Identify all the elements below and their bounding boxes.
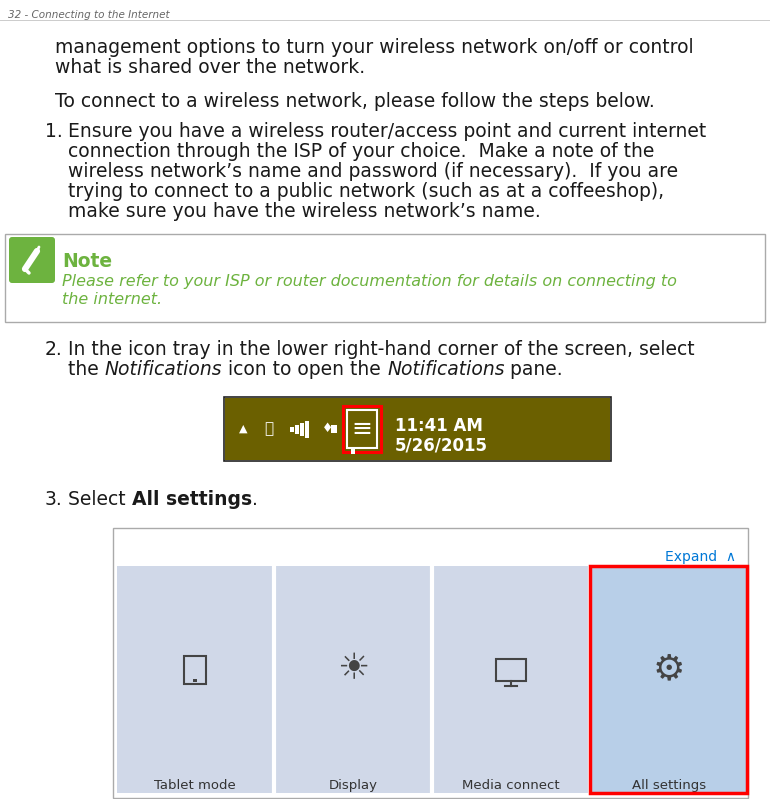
Text: Ensure you have a wireless router/access point and current internet: Ensure you have a wireless router/access…: [68, 122, 706, 141]
Bar: [225, 398, 610, 460]
Text: In the icon tray in the lower right-hand corner of the screen, select: In the icon tray in the lower right-hand…: [68, 340, 695, 359]
Text: Media connect: Media connect: [462, 779, 560, 792]
Bar: [224, 397, 611, 461]
Bar: [275, 566, 431, 793]
Bar: [117, 566, 274, 793]
Text: what is shared over the network.: what is shared over the network.: [55, 58, 365, 77]
Bar: [5, 234, 765, 322]
Text: ⏻: ⏻: [264, 422, 273, 436]
Text: icon to open the: icon to open the: [223, 360, 387, 379]
Text: make sure you have the wireless network’s name.: make sure you have the wireless network’…: [68, 202, 541, 221]
Bar: [290, 427, 294, 431]
Bar: [347, 410, 377, 448]
Bar: [343, 406, 381, 452]
Bar: [295, 424, 299, 434]
Bar: [113, 528, 748, 798]
Text: 1.: 1.: [45, 122, 62, 141]
Text: ≡: ≡: [351, 417, 373, 441]
Text: 32 - Connecting to the Internet: 32 - Connecting to the Internet: [8, 10, 169, 20]
Bar: [305, 420, 309, 438]
Text: .: .: [252, 490, 258, 509]
Bar: [193, 678, 197, 682]
Text: pane.: pane.: [504, 360, 563, 379]
Bar: [184, 655, 206, 683]
Text: trying to connect to a public network (such as at a coffeeshop),: trying to connect to a public network (s…: [68, 182, 664, 201]
Text: Please refer to your ISP or router documentation for details on connecting to: Please refer to your ISP or router docum…: [62, 274, 677, 289]
Text: management options to turn your wireless network on/off or control: management options to turn your wireless…: [55, 38, 694, 57]
Text: To connect to a wireless network, please follow the steps below.: To connect to a wireless network, please…: [55, 92, 654, 111]
Text: All settings: All settings: [631, 779, 705, 792]
Text: 2.: 2.: [45, 340, 62, 359]
Bar: [591, 566, 747, 793]
Text: wireless network’s name and password (if necessary).  If you are: wireless network’s name and password (if…: [68, 162, 678, 181]
Bar: [433, 566, 589, 793]
Bar: [331, 425, 337, 433]
Bar: [496, 658, 526, 681]
Bar: [591, 566, 747, 793]
FancyArrow shape: [351, 448, 355, 454]
Bar: [300, 423, 304, 435]
Text: Notifications: Notifications: [387, 360, 504, 379]
Text: 11:41 AM: 11:41 AM: [395, 417, 483, 435]
Text: the: the: [68, 360, 105, 379]
Text: ♦: ♦: [323, 423, 333, 435]
Text: Note: Note: [62, 252, 112, 271]
Text: the internet.: the internet.: [62, 292, 162, 307]
Text: Notifications: Notifications: [105, 360, 223, 379]
Text: Select: Select: [68, 490, 132, 509]
FancyBboxPatch shape: [9, 237, 55, 283]
Text: 5/26/2015: 5/26/2015: [395, 436, 488, 454]
Text: Display: Display: [329, 779, 377, 792]
Text: ☀: ☀: [337, 653, 370, 686]
Text: ⚙: ⚙: [652, 653, 685, 686]
Text: ▲: ▲: [239, 424, 247, 434]
Text: All settings: All settings: [132, 490, 252, 509]
Text: 3.: 3.: [45, 490, 62, 509]
Text: Tablet mode: Tablet mode: [155, 779, 236, 792]
Text: connection through the ISP of your choice.  Make a note of the: connection through the ISP of your choic…: [68, 142, 654, 161]
Text: Expand  ∧: Expand ∧: [665, 550, 736, 564]
